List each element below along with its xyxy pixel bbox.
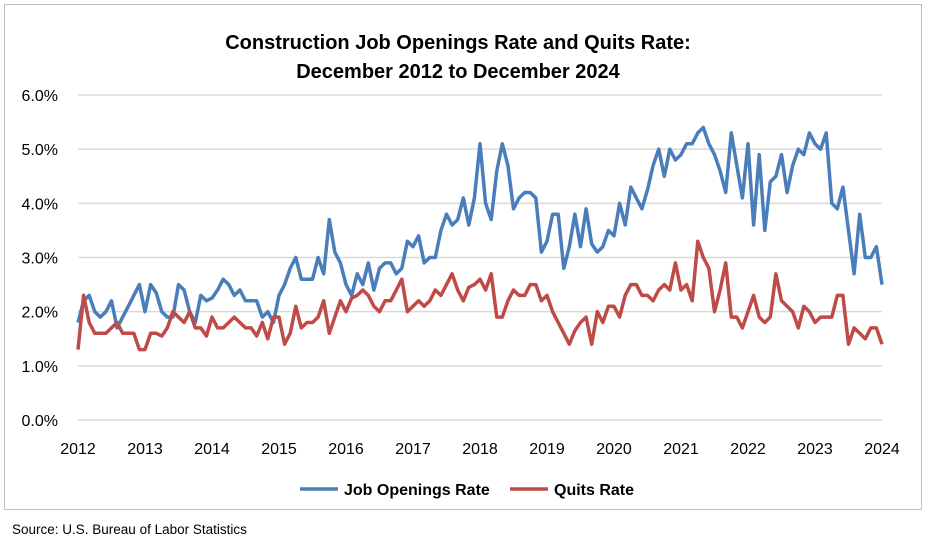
y-tick-label: 6.0% <box>22 88 58 105</box>
x-tick-label: 2012 <box>60 441 96 458</box>
y-tick-label: 2.0% <box>22 305 58 322</box>
x-tick-label: 2017 <box>395 441 431 458</box>
series-line-quits-rate <box>76 239 884 352</box>
series-lines <box>76 125 884 352</box>
y-tick-label: 5.0% <box>22 142 58 159</box>
x-tick-label: 2019 <box>529 441 565 458</box>
chart-title-line: Construction Job Openings Rate and Quits… <box>225 32 691 54</box>
y-axis-ticks: 0.0% 1.0% 2.0% 3.0% 4.0% 5.0% 6.0% <box>22 88 58 430</box>
x-tick-label: 2024 <box>864 441 900 458</box>
series-line-job-openings-rate <box>76 125 884 330</box>
legend-label: Quits Rate <box>554 482 634 499</box>
source-note: Source: U.S. Bureau of Labor Statistics <box>12 522 247 537</box>
x-tick-label: 2021 <box>663 441 699 458</box>
y-tick-label: 1.0% <box>22 359 58 376</box>
x-tick-label: 2016 <box>328 441 364 458</box>
x-tick-label: 2014 <box>194 441 230 458</box>
chart-title: Construction Job Openings Rate and Quits… <box>225 32 691 83</box>
y-tick-label: 0.0% <box>22 413 58 430</box>
y-tick-label: 4.0% <box>22 196 58 213</box>
x-tick-label: 2015 <box>261 441 297 458</box>
legend: Job Openings Rate Quits Rate <box>300 482 634 499</box>
legend-label: Job Openings Rate <box>344 482 490 499</box>
x-axis-ticks: 2012 2013 2014 2015 2016 2017 2018 2019 2020 2021… <box>60 441 900 458</box>
x-tick-label: 2020 <box>596 441 632 458</box>
x-tick-label: 2018 <box>462 441 498 458</box>
chart-title-line: December 2012 to December 2024 <box>296 61 620 83</box>
x-tick-label: 2023 <box>797 441 833 458</box>
y-tick-label: 3.0% <box>22 251 58 268</box>
x-tick-label: 2013 <box>127 441 163 458</box>
x-tick-label: 2022 <box>730 441 766 458</box>
chart-frame <box>4 4 922 510</box>
